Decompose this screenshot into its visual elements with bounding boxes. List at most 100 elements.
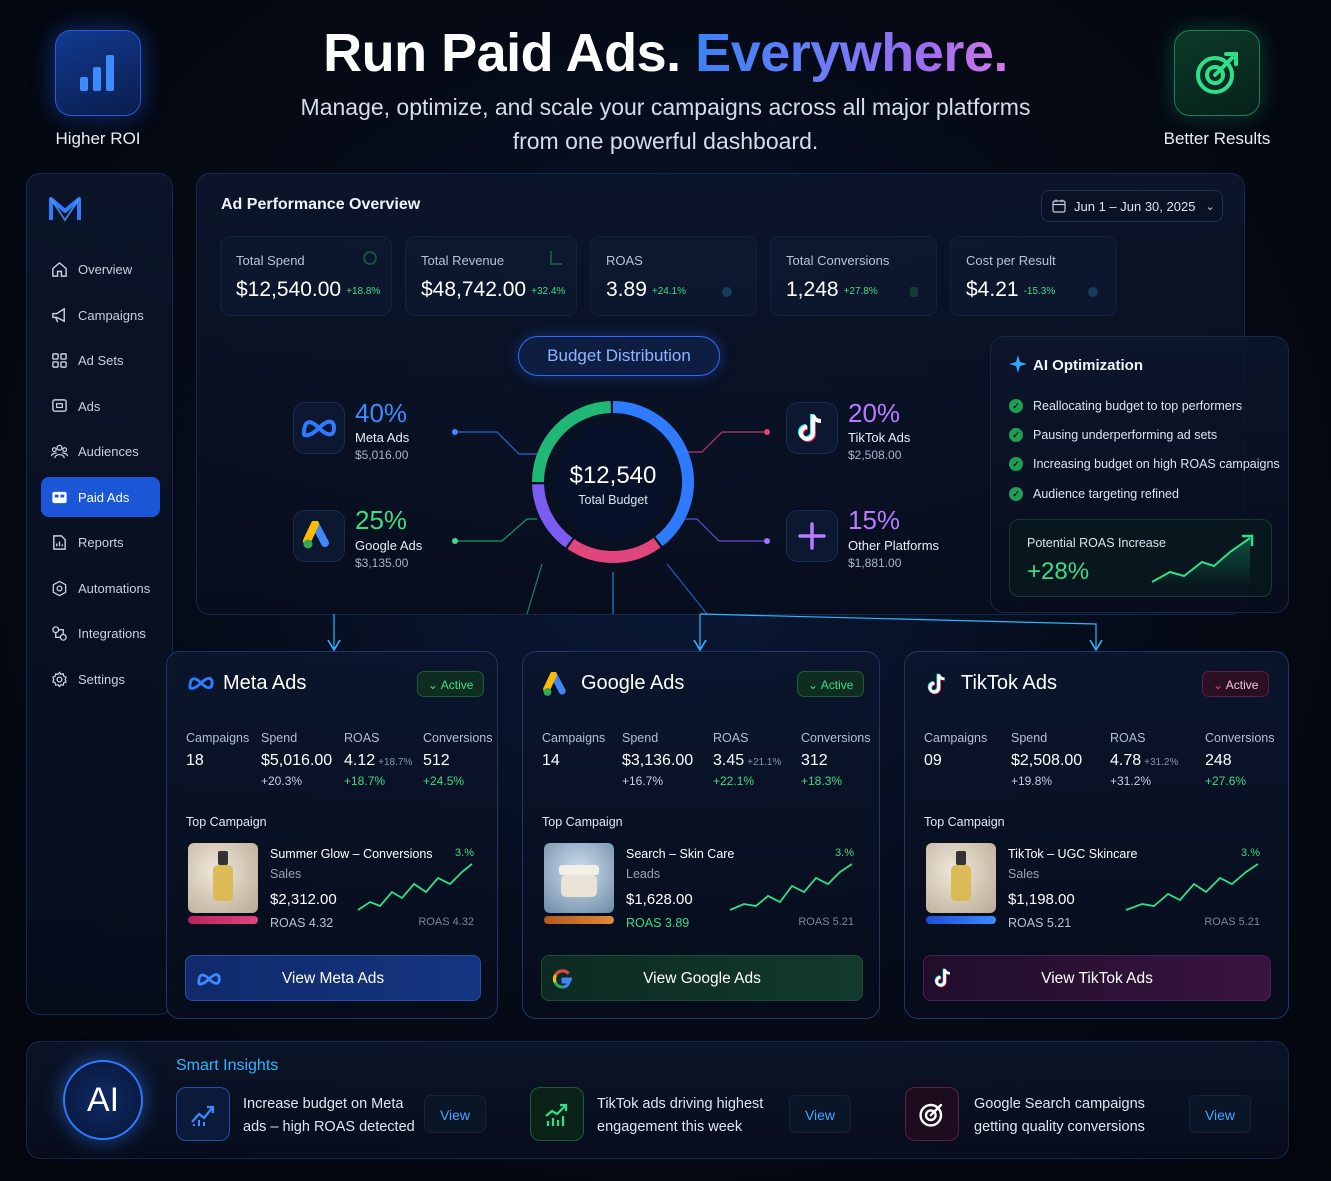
product-image — [188, 843, 258, 913]
sidebar-item-ads[interactable]: Ads — [41, 386, 160, 426]
tiktok-logo-icon — [927, 673, 945, 695]
meta-logo-icon — [301, 419, 337, 438]
check-icon: ✓ — [1009, 457, 1023, 471]
ad-icon — [52, 398, 67, 412]
sidebar-item-overview[interactable]: Overview — [41, 249, 160, 289]
chevron-down-icon: ⌄ — [428, 678, 441, 692]
sidebar-item-label: Integrations — [78, 625, 146, 641]
chevron-down-icon: ⌄ — [808, 678, 821, 692]
sidebar-item-integrations[interactable]: Integrations — [41, 613, 160, 653]
sidebar-item-audiences[interactable]: Audiences — [41, 431, 160, 471]
calendar-icon — [1052, 199, 1066, 213]
stat-total-spend: Total Spend $12,540.00 +18.8% — [220, 236, 392, 316]
roas-increase-label: Potential ROAS Increase — [1027, 536, 1166, 550]
google-g-icon — [552, 969, 572, 989]
insight-view-button[interactable]: View — [789, 1095, 851, 1133]
metric-delta: +24.5% — [423, 774, 465, 788]
google-platform-icon — [293, 510, 345, 562]
tiktok-amount: $2,508.00 — [848, 448, 902, 462]
stat-delta: -15.3% — [1023, 286, 1056, 297]
trend-up-icon — [176, 1087, 230, 1141]
metric-value: 18 — [186, 752, 204, 769]
stat-value: $4.21 -15.3% — [966, 278, 1056, 301]
google-ads-logo-icon — [543, 672, 566, 696]
home-icon — [52, 261, 67, 277]
stat-value: $12,540.00 +18.8% — [236, 278, 381, 301]
roas-icon — [722, 287, 732, 297]
serum-bottle-icon — [213, 851, 233, 901]
hero-title-accent: Everywhere. — [695, 23, 1008, 83]
tiktok-name: TikTok Ads — [848, 430, 911, 445]
metric-delta: +27.6% — [1205, 774, 1247, 788]
campaign-progress-bar — [926, 916, 996, 924]
campaign-name: Summer Glow – Conversions — [270, 847, 433, 861]
insight-text: Google Search campaigns getting quality c… — [974, 1096, 1145, 1135]
integrations-icon — [52, 625, 67, 641]
hero-subtitle: Manage, optimize, and scale your campaig… — [0, 90, 1331, 158]
sidebar-item-label: Paid Ads — [78, 489, 130, 505]
view-google-ads-button[interactable]: View Google Ads — [541, 955, 863, 1001]
tiktok-ads-card: TikTok Ads ⌄ Active Campaigns 09 Spend $… — [904, 651, 1289, 1019]
insight-view-button[interactable]: View — [424, 1095, 486, 1133]
metric-label: ROAS — [713, 731, 749, 745]
metric-delta: +19.8% — [1011, 774, 1053, 788]
target-icon — [905, 1087, 959, 1141]
top-campaign[interactable]: Search – Skin Care Leads $1,628.00 ROAS … — [542, 840, 856, 940]
roas-increase-value: +28% — [1027, 558, 1090, 585]
users-icon — [51, 444, 68, 458]
date-range-picker[interactable]: Jun 1 – Jun 30, 2025 ⌄ — [1041, 190, 1223, 222]
view-tiktok-ads-button[interactable]: View TikTok Ads — [923, 955, 1271, 1001]
automation-icon — [52, 580, 67, 596]
sidebar-item-paid-ads[interactable]: Paid Ads — [41, 477, 160, 517]
smart-insights-panel: AI Smart Insights Increase budget on Met… — [26, 1041, 1289, 1159]
check-icon: ✓ — [1009, 399, 1023, 413]
meta-platform-icon — [293, 402, 345, 454]
campaign-roas: ROAS 3.89 — [626, 916, 690, 930]
sidebar-item-label: Audiences — [78, 443, 139, 459]
donut-segment-meta-ads — [612, 401, 694, 547]
sidebar-item-reports[interactable]: Reports — [41, 522, 160, 562]
campaign-pct: 3.% — [455, 847, 474, 859]
metric-value: $3,136.00 — [622, 752, 694, 769]
campaign-progress-bar — [188, 916, 258, 924]
stat-delta: +27.8% — [843, 286, 878, 297]
sidebar-item-campaigns[interactable]: Campaigns — [41, 295, 160, 335]
view-meta-ads-button[interactable]: View Meta Ads — [185, 955, 481, 1001]
campaign-roas-secondary: ROAS 4.32 — [418, 916, 474, 928]
meta-logo-icon — [188, 676, 214, 690]
chevron-down-icon: ⌄ — [1205, 200, 1215, 213]
report-icon — [53, 534, 66, 550]
target-icon — [1196, 52, 1238, 94]
sparkle-icon — [1009, 355, 1027, 373]
sidebar-item-settings[interactable]: Settings — [41, 659, 160, 699]
metric-label: Spend — [1011, 731, 1048, 745]
meta-ads-card: Meta Ads ⌄ Active Campaigns 18 Spend $5,… — [166, 651, 498, 1019]
google-pct: 25% — [355, 505, 408, 535]
sidebar-item-label: Overview — [78, 261, 133, 277]
campaign-amount: $2,312.00 — [270, 891, 337, 908]
metric-value: 248 — [1205, 752, 1232, 769]
ai-optimization-panel: AI Optimization ✓ Reallocating budget to … — [990, 336, 1289, 613]
bar-trend-icon — [530, 1087, 584, 1141]
ai-check-item: ✓ Reallocating budget to top performers — [1009, 399, 1242, 413]
insight-text: TikTok ads driving highest engagement thi… — [597, 1096, 764, 1135]
metric-label: Conversions — [801, 731, 871, 745]
top-campaign[interactable]: Summer Glow – Conversions Sales $2,312.0… — [186, 840, 476, 940]
insight-view-button[interactable]: View — [1189, 1095, 1251, 1133]
campaign-type: Sales — [270, 867, 302, 881]
donut-center-value: $12,540 — [569, 462, 657, 489]
card-title: TikTok Ads — [961, 672, 1057, 694]
campaign-pct: 3.% — [835, 847, 854, 859]
ai-optimization-title: AI Optimization — [1033, 357, 1143, 374]
ai-badge: AI — [63, 1060, 143, 1140]
metric-value: $5,016.00 — [261, 752, 333, 769]
cream-jar-icon — [559, 865, 599, 897]
sidebar-item-ad-sets[interactable]: Ad Sets — [41, 340, 160, 380]
smart-insights-title: Smart Insights — [176, 1057, 279, 1074]
sidebar-item-automations[interactable]: Automations — [41, 568, 160, 608]
top-campaign[interactable]: TikTok – UGC Skincare Sales $1,198.00 RO… — [924, 840, 1262, 940]
serum-bottle-icon — [951, 851, 971, 901]
higher-roi-badge — [55, 30, 141, 116]
hero-title-main: Run Paid Ads. — [323, 23, 681, 83]
metric-label: ROAS — [1110, 731, 1146, 745]
